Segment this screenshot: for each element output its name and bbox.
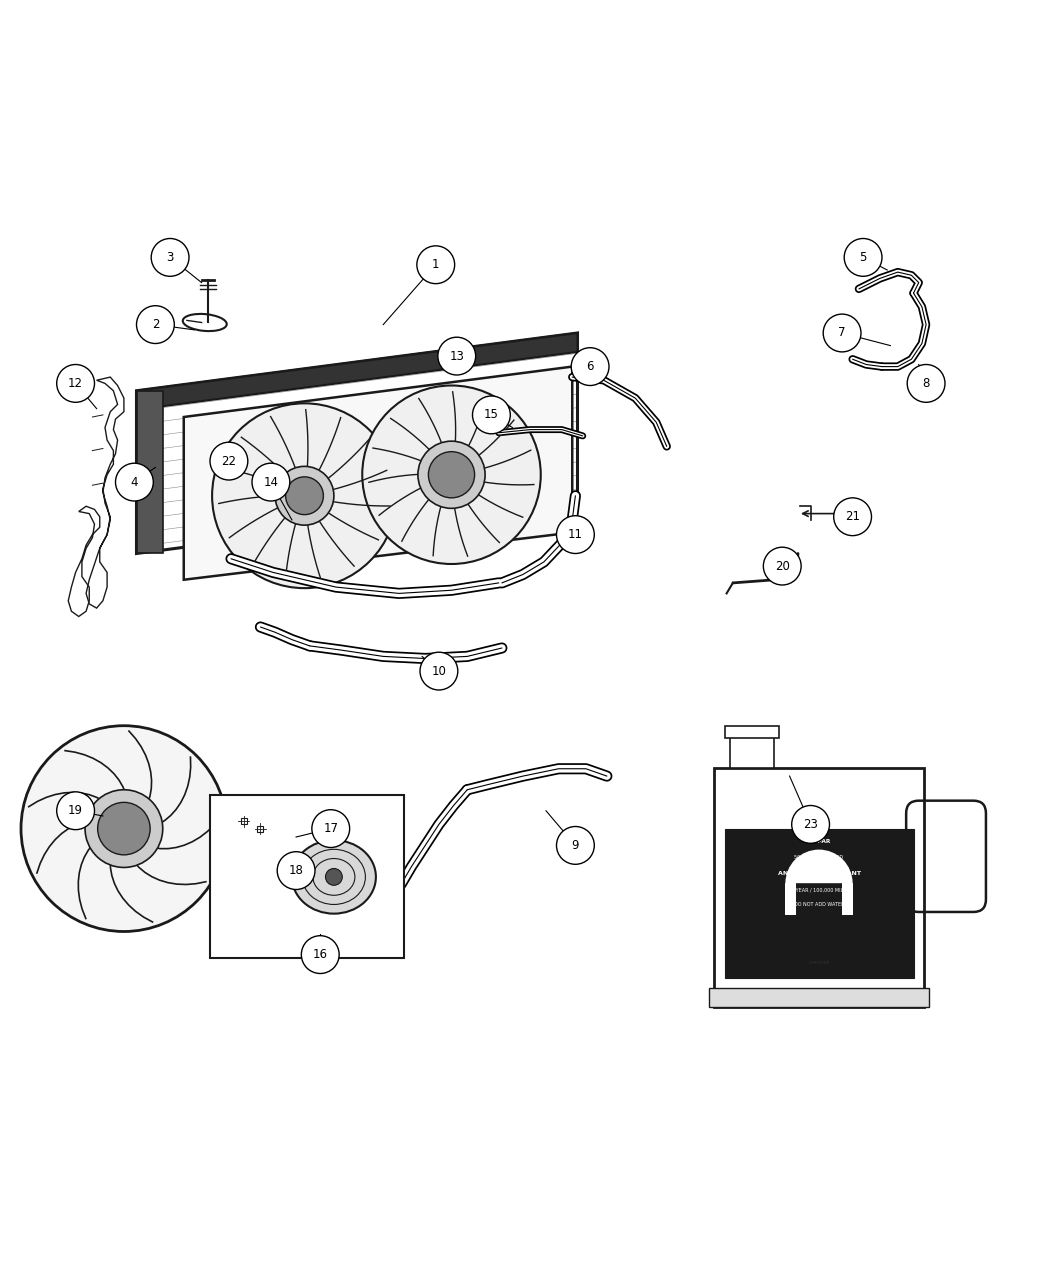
Circle shape [362,385,541,564]
Circle shape [792,806,830,843]
Text: 13: 13 [449,349,464,362]
FancyBboxPatch shape [714,768,924,1007]
Text: 14: 14 [264,476,278,488]
Circle shape [420,653,458,690]
Text: 4: 4 [130,476,139,488]
Circle shape [417,246,455,283]
Text: 9: 9 [571,839,580,852]
Circle shape [301,936,339,974]
FancyBboxPatch shape [730,736,774,768]
Circle shape [907,365,945,403]
Circle shape [326,868,342,885]
Circle shape [85,789,163,867]
Text: 20: 20 [775,560,790,572]
Circle shape [275,467,334,525]
Circle shape [556,515,594,553]
Circle shape [438,337,476,375]
Text: 18: 18 [289,864,303,877]
Text: 15: 15 [484,408,499,422]
FancyBboxPatch shape [929,833,959,887]
Text: 17: 17 [323,822,338,835]
FancyBboxPatch shape [842,884,853,914]
Circle shape [151,238,189,277]
Circle shape [418,441,485,509]
FancyBboxPatch shape [785,884,796,914]
Circle shape [277,852,315,890]
Circle shape [98,802,150,854]
Polygon shape [136,333,578,553]
FancyBboxPatch shape [724,725,779,738]
Text: 8: 8 [922,377,930,390]
Wedge shape [785,849,853,884]
Text: ANTIFREEZE / COOLANT: ANTIFREEZE / COOLANT [777,871,861,875]
Circle shape [286,477,323,515]
Text: 22: 22 [222,455,236,468]
Circle shape [136,306,174,343]
Text: 10: 10 [432,664,446,677]
Ellipse shape [292,840,376,914]
Text: 19: 19 [68,805,83,817]
Text: MOPAR: MOPAR [807,839,831,844]
Circle shape [57,792,94,830]
Text: 3: 3 [166,251,174,264]
Text: 2: 2 [151,317,160,332]
Text: DO NOT ADD WATER: DO NOT ADD WATER [794,901,844,907]
FancyBboxPatch shape [709,988,929,1007]
Text: 7: 7 [838,326,846,339]
Text: 50 / 50 PREDILUTED: 50 / 50 PREDILUTED [795,854,843,859]
Circle shape [312,810,350,848]
Circle shape [571,348,609,385]
Circle shape [472,397,510,434]
Circle shape [823,314,861,352]
Text: 1: 1 [432,259,440,272]
Text: 11: 11 [568,528,583,541]
Text: 6: 6 [586,360,594,374]
Circle shape [212,403,397,588]
Text: 16: 16 [313,949,328,961]
Circle shape [763,547,801,585]
Circle shape [57,365,94,403]
Circle shape [116,463,153,501]
Circle shape [21,725,227,932]
Polygon shape [136,333,578,409]
Circle shape [556,826,594,864]
Text: 12: 12 [68,377,83,390]
Polygon shape [136,390,163,553]
Text: 5: 5 [859,251,867,264]
Circle shape [428,451,475,497]
FancyBboxPatch shape [210,796,404,958]
Polygon shape [184,367,572,580]
Circle shape [834,497,872,536]
Text: 5 YEAR / 100,000 MILE: 5 YEAR / 100,000 MILE [792,887,846,892]
Circle shape [844,238,882,277]
Circle shape [210,442,248,479]
Circle shape [252,463,290,501]
FancyBboxPatch shape [724,829,914,978]
Text: CHRYSLER: CHRYSLER [808,961,830,965]
Text: 23: 23 [803,817,818,831]
Text: 21: 21 [845,510,860,523]
